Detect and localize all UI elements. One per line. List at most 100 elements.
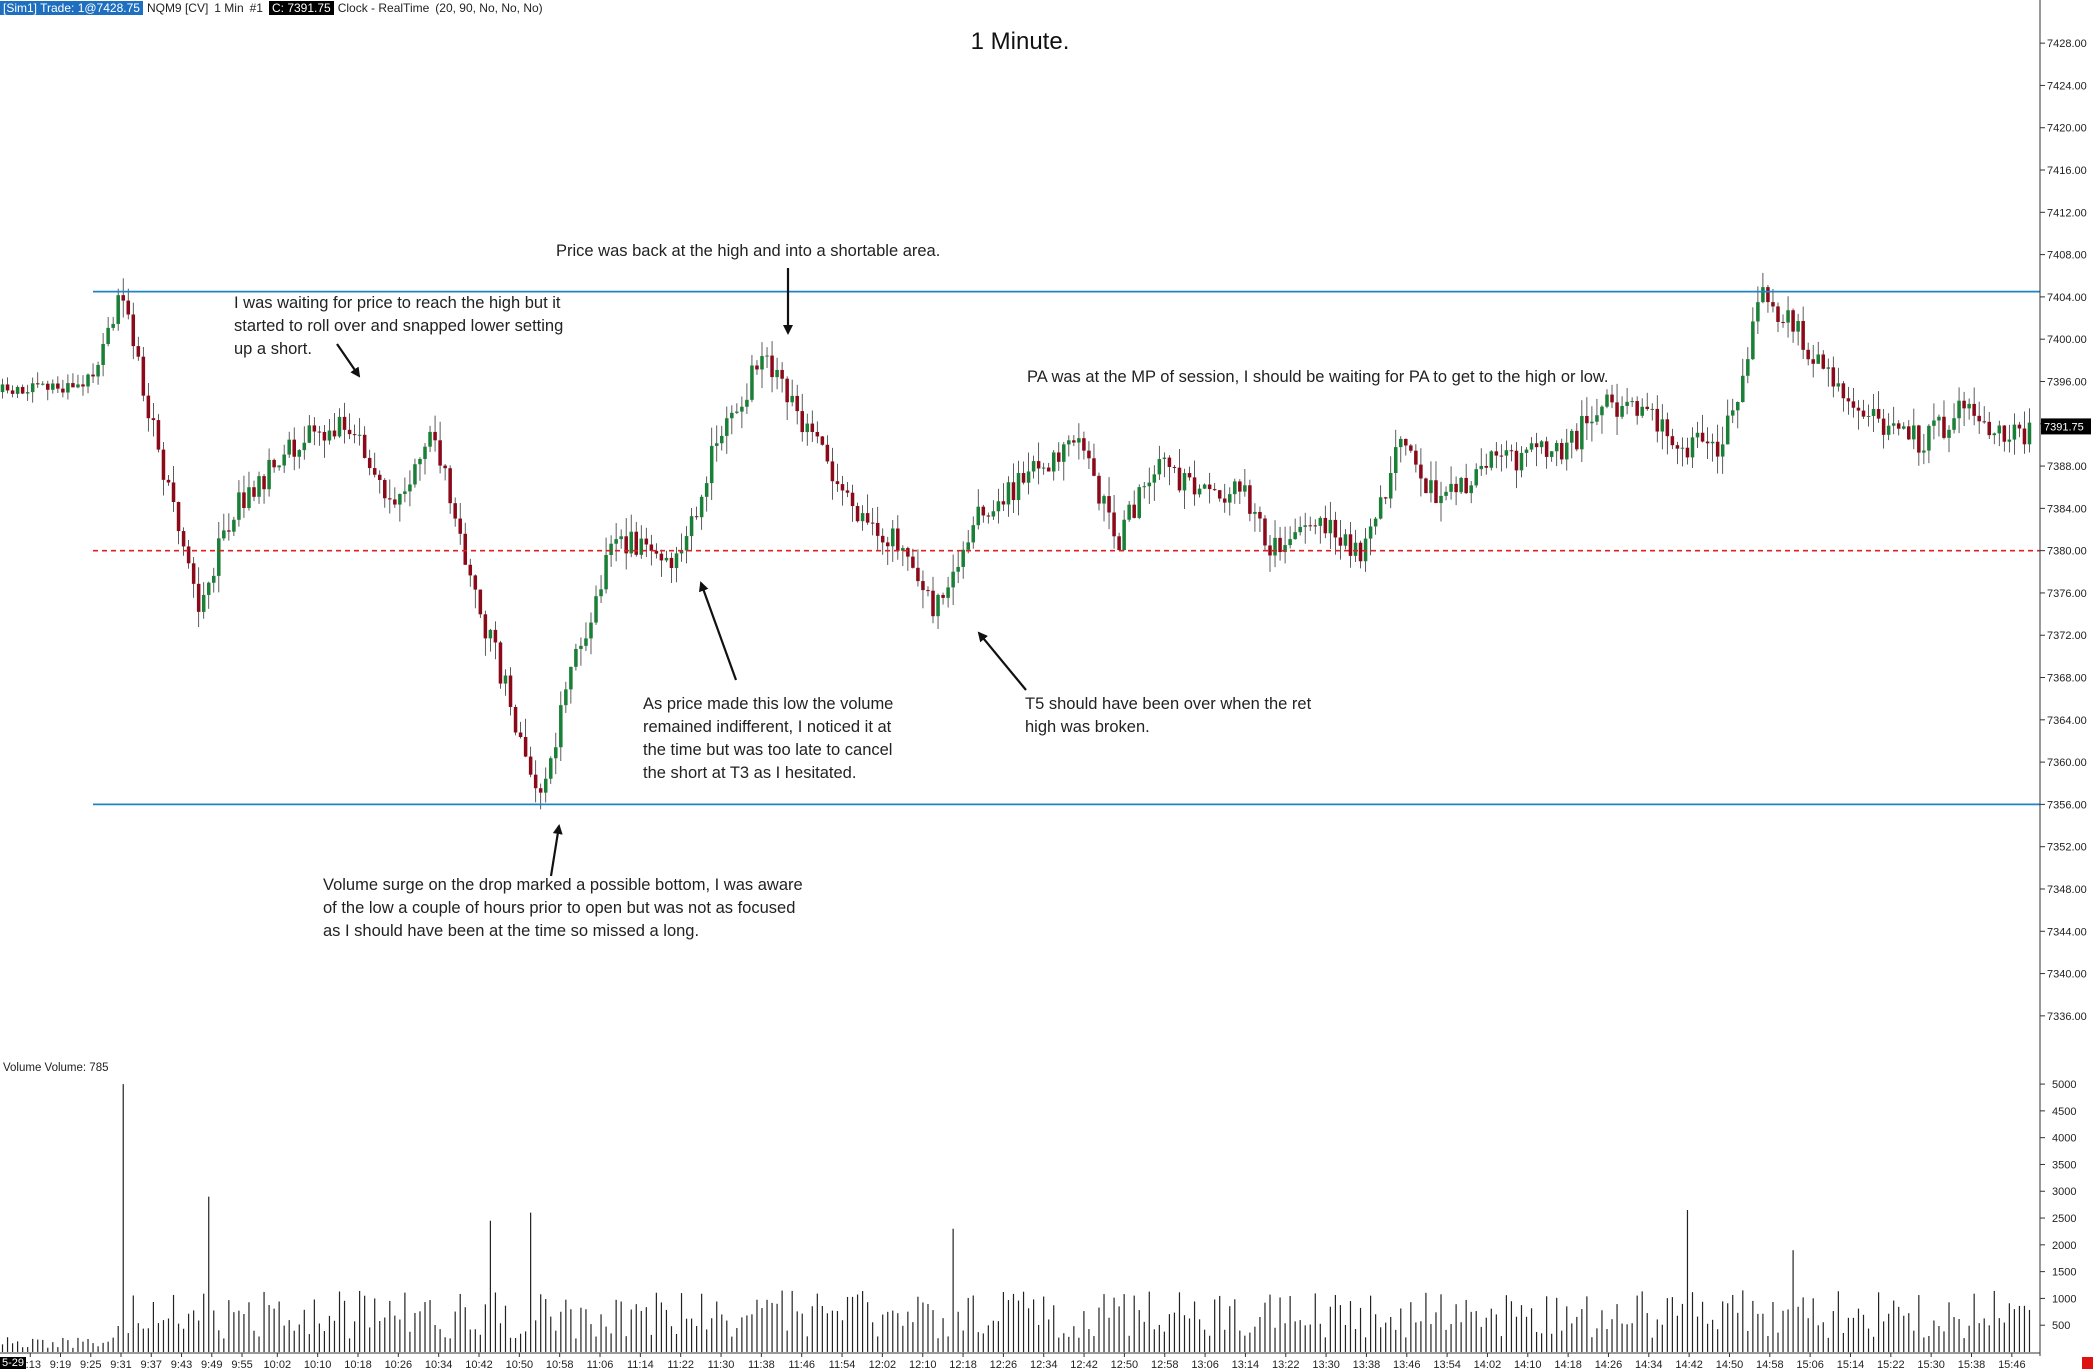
candle-body: [1388, 473, 1393, 499]
candle-body: [805, 423, 810, 433]
candle-body: [1781, 321, 1785, 323]
candle-body: [1786, 310, 1790, 323]
candle-body: [1922, 450, 1926, 453]
candle-body: [1243, 485, 1247, 492]
candle-body: [1383, 497, 1388, 499]
candle-body: [297, 450, 302, 457]
candle-body: [1217, 490, 1222, 499]
candle-body: [1484, 465, 1489, 468]
candle-body: [1519, 452, 1524, 471]
candle-body: [996, 501, 1001, 512]
candle-body: [1333, 519, 1338, 538]
candle-body: [337, 416, 342, 437]
candle-body: [1620, 405, 1624, 417]
candle-body: [1187, 473, 1192, 478]
candle-body: [991, 511, 996, 517]
candle-body: [1097, 475, 1101, 504]
candle-body: [1479, 465, 1484, 470]
price-tick-label: 7336.00: [2047, 1011, 2087, 1023]
study-params: (20, 90, No, No, No): [435, 1, 543, 15]
candle-body: [1202, 484, 1207, 489]
candle-body: [800, 411, 804, 433]
candle-body: [1564, 442, 1569, 460]
candle-body: [1806, 349, 1810, 360]
price-tick-label: 7428.00: [2047, 38, 2087, 50]
candle-body: [1499, 455, 1504, 457]
candle-body: [201, 594, 206, 612]
candle-body: [1424, 478, 1428, 494]
time-tick-label: 9:31: [110, 1359, 131, 1371]
candle-body: [885, 542, 890, 547]
candle-body: [1896, 423, 1901, 429]
candle-body: [1348, 534, 1353, 556]
candle-body: [1263, 518, 1267, 546]
price-tick-label: 7396.00: [2047, 376, 2087, 388]
candle-body: [1690, 437, 1695, 458]
candle-body: [126, 300, 131, 315]
candle-body: [1157, 459, 1162, 475]
candle-body: [649, 544, 654, 551]
time-tick-label: 13:06: [1191, 1359, 1219, 1371]
candle-body: [1122, 519, 1126, 551]
candle-body: [785, 378, 789, 403]
candle-body: [614, 539, 618, 544]
interval-label[interactable]: 1 Min: [214, 1, 244, 15]
candle-body: [1092, 458, 1096, 476]
candle-body: [1891, 423, 1896, 426]
candle-body: [559, 705, 563, 748]
candle-body: [1016, 473, 1021, 501]
time-tick-label: 14:42: [1675, 1359, 1703, 1371]
price-tick-label: 7372.00: [2047, 630, 2087, 642]
candle-body: [413, 464, 417, 485]
close-price-tag: C: 7391.75: [268, 1, 334, 15]
candle-body: [1393, 447, 1398, 474]
candle-body: [106, 327, 110, 344]
symbol-label[interactable]: NQM9 [CV]: [146, 1, 209, 15]
candle-body: [1670, 436, 1675, 446]
time-tick-label: 10:42: [465, 1359, 493, 1371]
sim-trade-tag[interactable]: [Sim1] Trade: 1@7428.75: [0, 1, 143, 15]
status-indicator[interactable]: [2082, 1357, 2093, 1369]
candle-body: [1378, 497, 1383, 519]
candle-body: [725, 418, 729, 436]
candle-body: [659, 553, 664, 561]
candle-body: [1253, 511, 1257, 514]
candle-body: [1866, 415, 1871, 417]
time-tick-label: 9:19: [50, 1359, 71, 1371]
candle-body: [1308, 525, 1312, 527]
candle-body: [1449, 483, 1453, 492]
candle-body: [503, 675, 508, 684]
candle-body: [599, 589, 603, 597]
date-tag: 5-29: [0, 1357, 27, 1369]
candle-body: [1549, 451, 1554, 457]
candle-body: [443, 465, 447, 469]
candle-body: [569, 666, 573, 690]
candle-body: [1056, 452, 1061, 462]
volume-tick-label: 4500: [2052, 1106, 2076, 1118]
candle-body: [277, 465, 281, 468]
candle-body: [438, 440, 442, 466]
annotation-back-at-high: Price was back at the high and into a sh…: [556, 242, 941, 260]
candle-body: [347, 429, 352, 435]
price-tick-label: 7364.00: [2047, 715, 2087, 727]
candle-body: [1650, 408, 1655, 410]
candle-body: [176, 502, 181, 532]
price-tick-label: 7376.00: [2047, 588, 2087, 600]
candle-body: [433, 431, 437, 441]
candle-body: [35, 383, 40, 385]
candle-body: [1323, 517, 1328, 534]
candle-body: [161, 449, 166, 480]
time-tick-label: 12:10: [909, 1359, 937, 1371]
time-tick-label: 9:55: [231, 1359, 252, 1371]
candle-body: [911, 556, 915, 568]
candle-body: [1831, 367, 1836, 387]
candle-body: [1841, 383, 1846, 399]
candle-body: [1207, 484, 1212, 490]
candle-body: [20, 386, 25, 394]
candle-body: [1575, 430, 1579, 450]
candle-body: [1655, 408, 1660, 432]
candle-body: [946, 587, 950, 598]
candle-body: [1811, 359, 1815, 364]
candle-body: [448, 468, 452, 504]
candle-body: [916, 567, 920, 582]
